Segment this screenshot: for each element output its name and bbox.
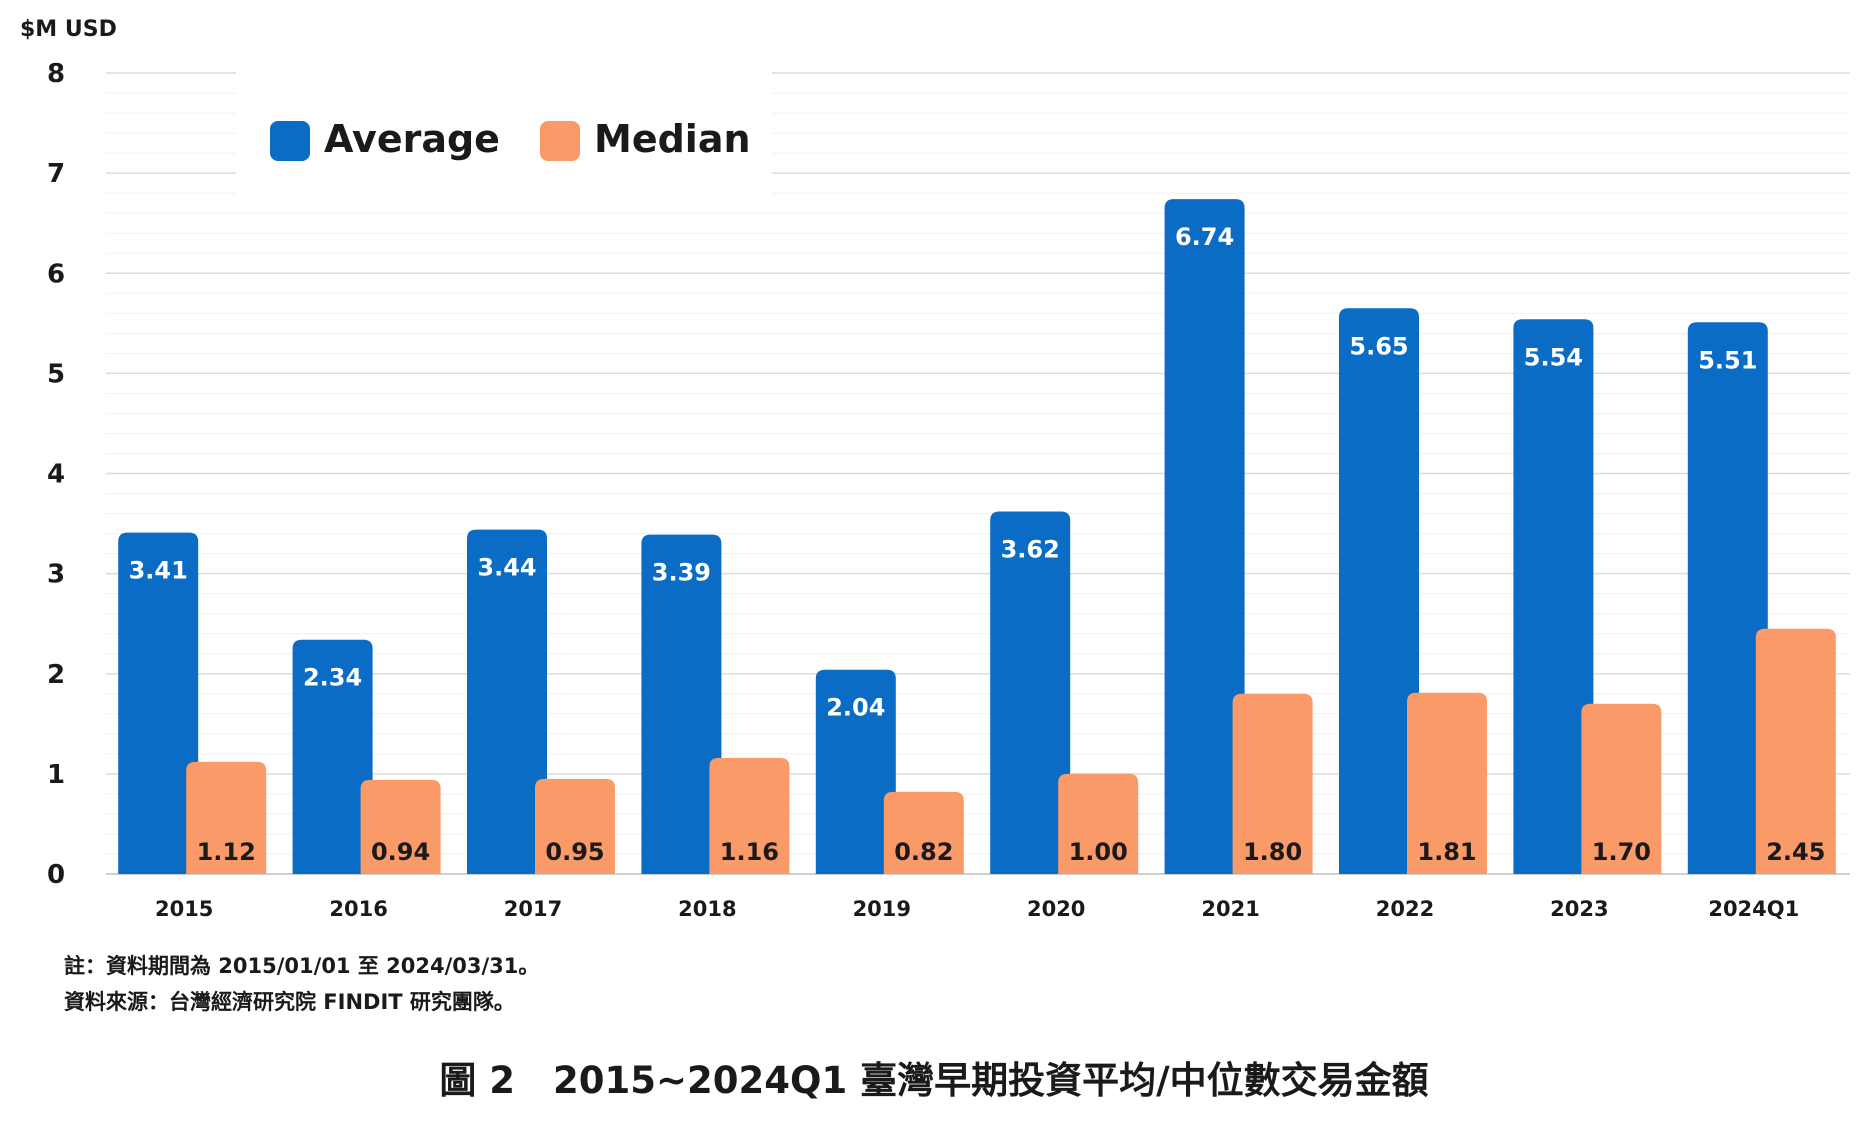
legend-label: Median (594, 117, 751, 161)
x-tick-label: 2024Q1 (1708, 897, 1799, 921)
figure-caption: 圖 2 2015~2024Q1 臺灣早期投資平均/中位數交易金額 (0, 1050, 1868, 1104)
figure-title: 2015~2024Q1 臺灣早期投資平均/中位數交易金額 (553, 1059, 1429, 1102)
average-bar (292, 639, 373, 874)
x-tick-label: 2015 (155, 897, 213, 921)
y-tick-label: 6 (47, 259, 65, 289)
legend: Average Median (236, 70, 772, 194)
median-bar (360, 779, 441, 874)
median-bar (1755, 628, 1836, 874)
bars: 3.41 1.12 2.34 0.94 3.44 0.95 3.39 1.16 2.04 0.82… (118, 199, 1836, 875)
median-bar (535, 778, 615, 874)
median-bar (1407, 692, 1487, 874)
footnote-period: 註：資料期間為 2015/01/01 至 2024/03/31。 (64, 954, 540, 978)
y-tick-label: 8 (47, 59, 65, 89)
median-value-label: 2.45 (1766, 838, 1825, 866)
y-tick-label: 5 (47, 359, 65, 389)
median-bar (1581, 703, 1662, 874)
average-value-label: 5.54 (1524, 343, 1583, 371)
x-tick-label: 2023 (1550, 897, 1608, 921)
average-value-label: 3.62 (1001, 536, 1060, 564)
average-bar (990, 511, 1071, 874)
x-tick-label: 2022 (1376, 897, 1434, 921)
x-tick-label: 2016 (329, 897, 387, 921)
average-bar (118, 532, 199, 874)
y-tick-label: 3 (47, 560, 65, 590)
bar-chart: 0 1 2 3 4 5 6 7 8 $M USD 3.41 1.12 2.34 0.94 3.44 0.9… (20, 17, 1850, 921)
average-bar (641, 534, 722, 874)
average-value-label: 3.41 (129, 557, 188, 585)
y-tick-label: 4 (47, 460, 65, 490)
median-value-label: 1.16 (720, 838, 779, 866)
median-value-label: 1.12 (197, 838, 256, 866)
average-value-label: 3.44 (477, 554, 536, 582)
median-value-label: 1.80 (1243, 838, 1302, 866)
x-axis-ticks: 2015 2016 2017 2018 2019 2020 2021 2022 2023 2024… (155, 897, 1799, 921)
average-bar (815, 669, 896, 874)
x-tick-label: 2021 (1201, 897, 1259, 921)
legend-swatch (270, 121, 310, 161)
median-bar (186, 761, 267, 874)
y-axis-label: $M USD (20, 17, 117, 42)
y-axis-ticks: 0 1 2 3 4 5 6 7 8 (47, 59, 65, 890)
average-value-label: 5.51 (1698, 346, 1757, 374)
average-bar (1339, 308, 1419, 874)
median-bar (1058, 773, 1139, 874)
median-bar (1232, 693, 1313, 874)
median-bar (883, 791, 964, 874)
average-value-label: 6.74 (1175, 223, 1234, 251)
median-value-label: 1.00 (1069, 838, 1128, 866)
average-value-label: 3.39 (652, 559, 711, 587)
average-bar (1513, 319, 1594, 874)
legend-swatch (540, 121, 580, 161)
y-tick-label: 0 (47, 860, 65, 890)
median-bar (709, 757, 790, 874)
footnote-source: 資料來源：台灣經濟研究院 FINDIT 研究團隊。 (64, 990, 515, 1014)
x-tick-label: 2017 (504, 897, 562, 921)
average-value-label: 5.65 (1349, 332, 1408, 360)
legend-label: Average (324, 117, 500, 161)
y-tick-label: 7 (47, 159, 65, 189)
average-value-label: 2.34 (303, 664, 362, 692)
median-value-label: 1.81 (1417, 838, 1476, 866)
x-tick-label: 2020 (1027, 897, 1085, 921)
x-tick-label: 2019 (853, 897, 911, 921)
average-bar (1164, 199, 1245, 875)
median-value-label: 0.82 (894, 838, 953, 866)
median-value-label: 1.70 (1592, 838, 1651, 866)
figure-number: 圖 2 (439, 1059, 516, 1102)
x-tick-label: 2018 (678, 897, 736, 921)
median-value-label: 0.95 (545, 838, 604, 866)
average-bar (467, 529, 547, 874)
y-tick-label: 1 (47, 760, 65, 790)
average-bar (1687, 322, 1768, 874)
legend-background (236, 70, 772, 194)
average-value-label: 2.04 (826, 694, 885, 722)
median-value-label: 0.94 (371, 838, 430, 866)
y-tick-label: 2 (47, 660, 65, 690)
